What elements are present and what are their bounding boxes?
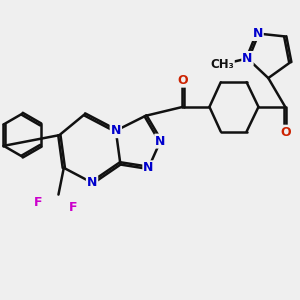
- Text: N: N: [155, 135, 166, 148]
- Text: N: N: [252, 27, 263, 40]
- Text: N: N: [143, 161, 154, 174]
- Text: N: N: [111, 124, 121, 137]
- Text: N: N: [87, 176, 97, 189]
- Text: F: F: [69, 201, 78, 214]
- Text: F: F: [33, 196, 42, 209]
- Text: O: O: [280, 126, 290, 139]
- Text: CH₃: CH₃: [210, 58, 234, 71]
- Text: O: O: [177, 74, 188, 87]
- Text: N: N: [242, 52, 253, 65]
